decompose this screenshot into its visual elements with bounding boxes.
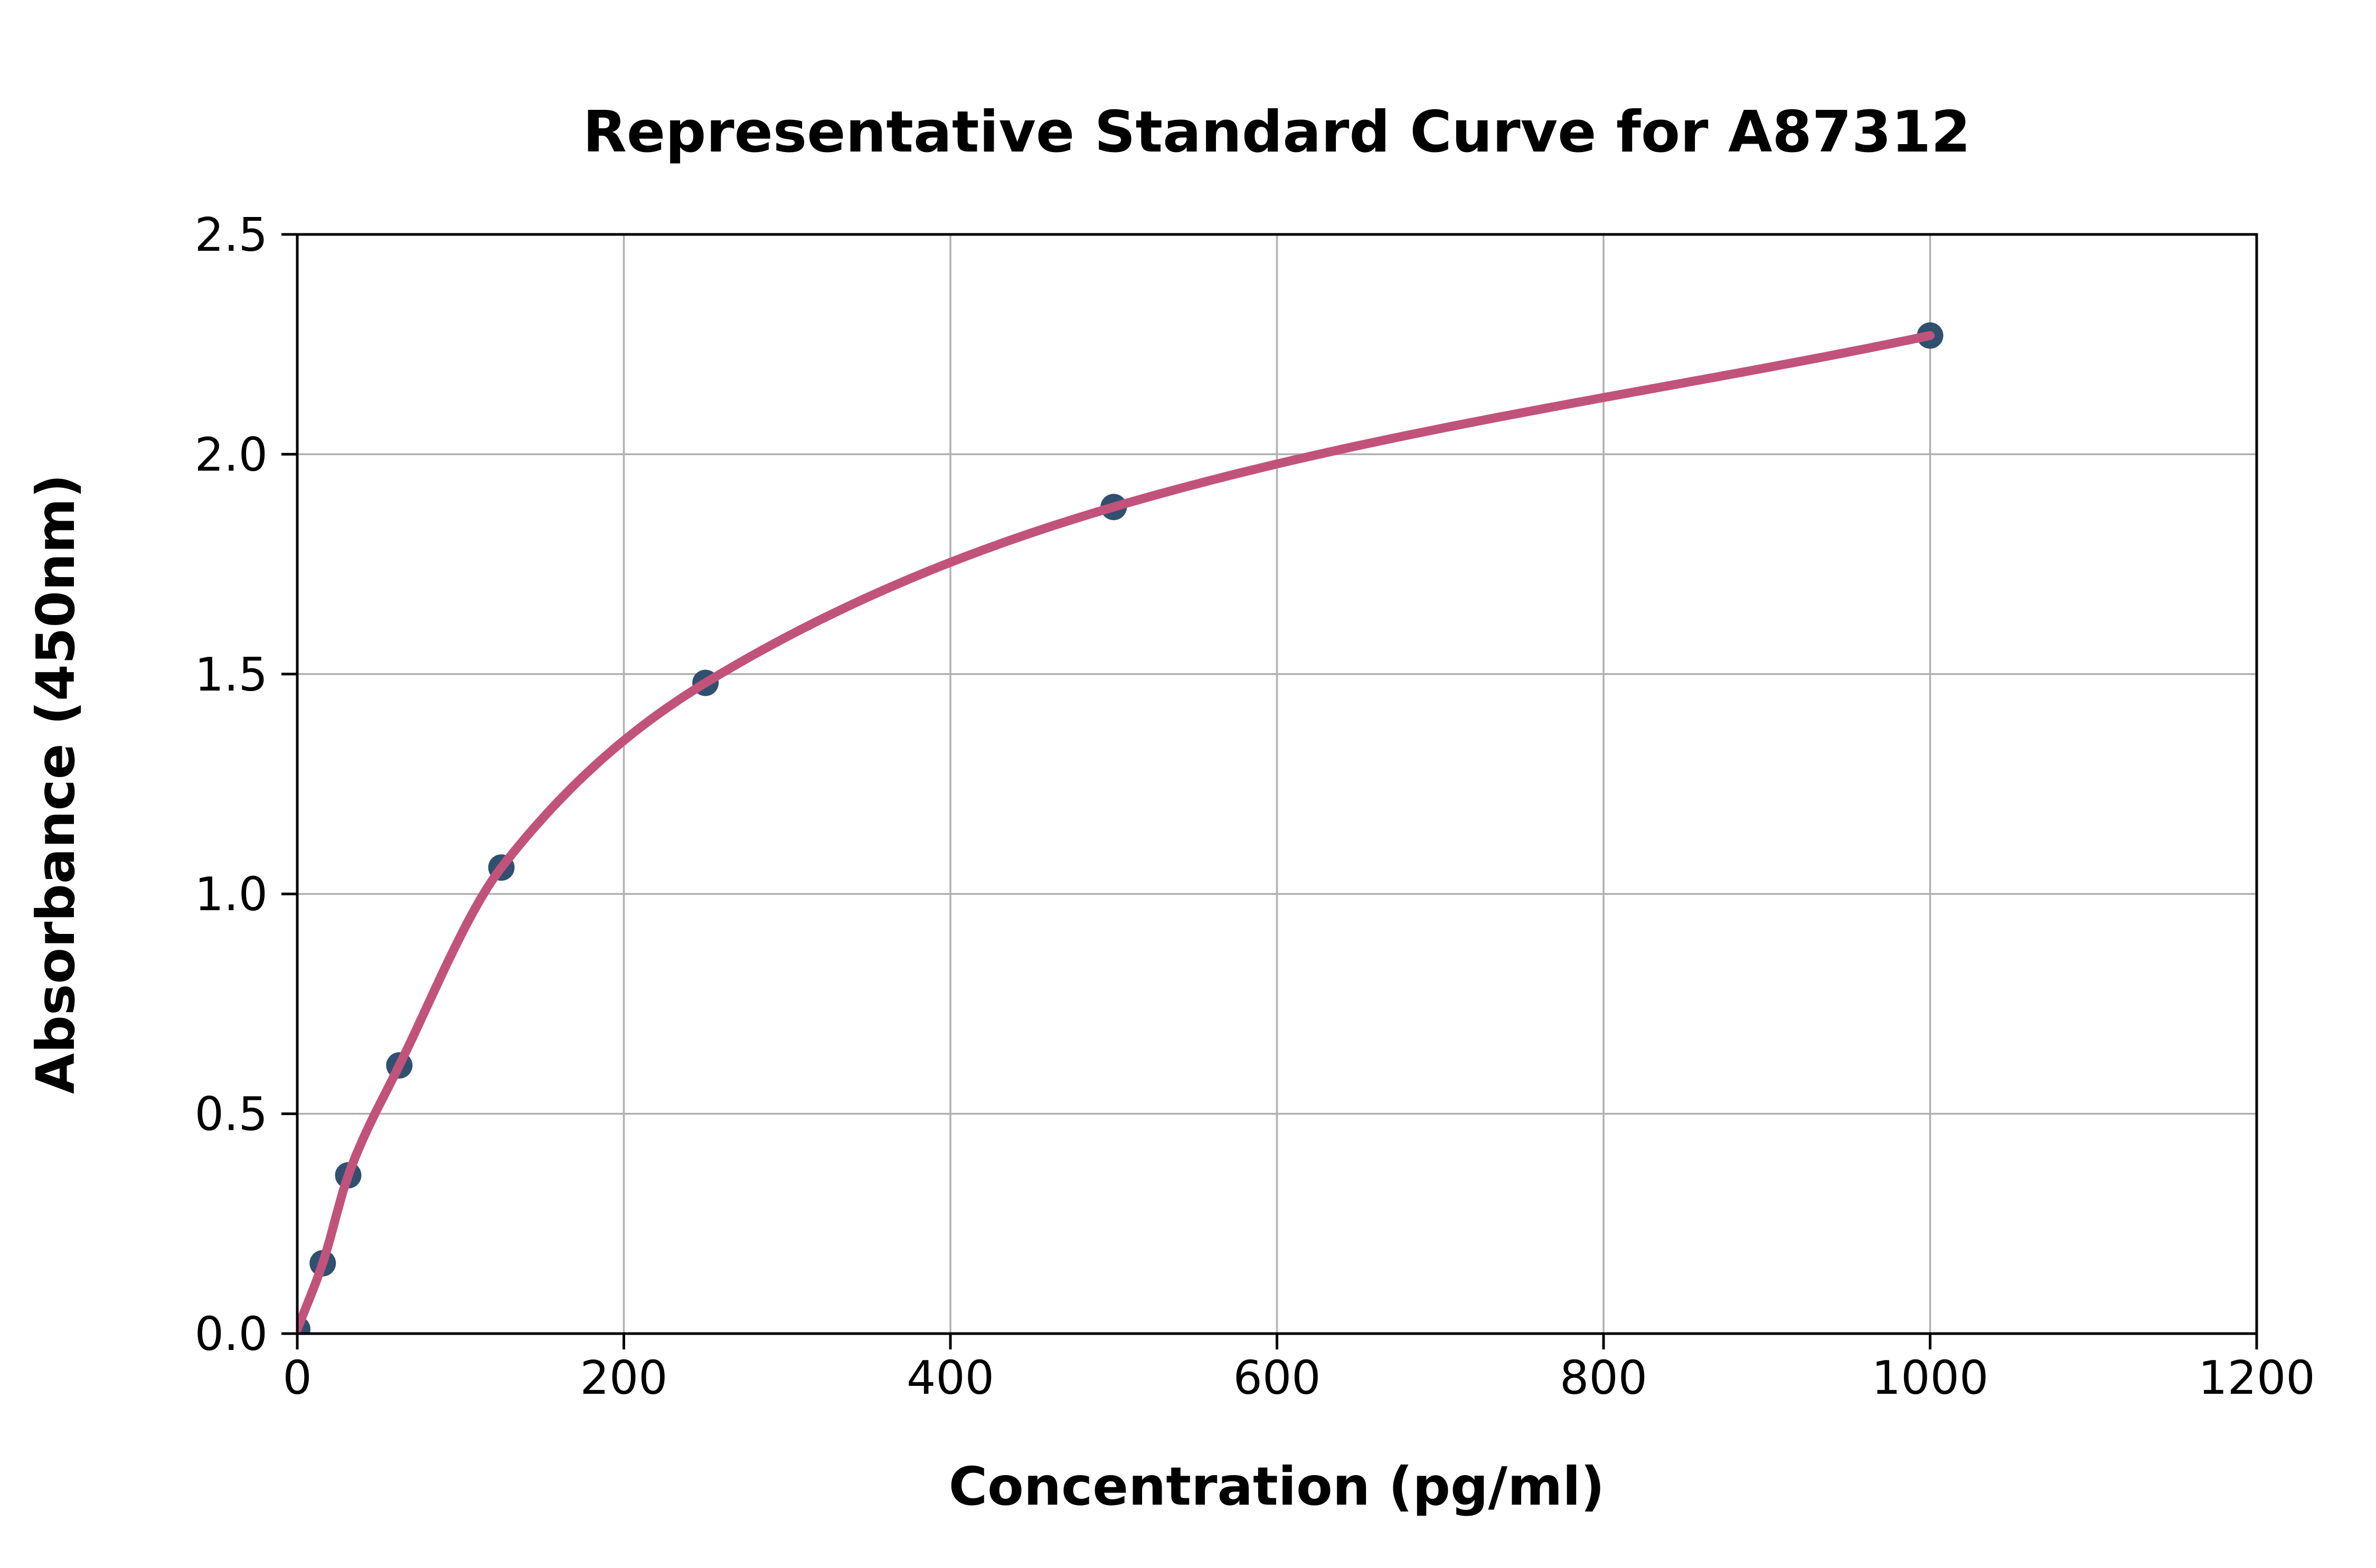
x-tick-label: 1000 [1872,1351,1988,1405]
gridlines [297,234,2257,1334]
x-tick-label: 400 [907,1351,994,1405]
y-tick-label: 1.5 [195,648,268,702]
x-tick-label: 600 [1233,1351,1321,1405]
y-axis-label: Absorbance (450nm) [25,474,87,1094]
y-tick-label: 1.0 [195,867,268,921]
y-tick-label: 0.5 [195,1088,268,1141]
x-tick-label: 800 [1560,1351,1647,1405]
chart-title: Representative Standard Curve for A87312 [583,99,1971,165]
y-tick-label: 2.0 [195,428,268,481]
x-tick-label: 1200 [2198,1351,2315,1405]
x-tick-label: 200 [580,1351,667,1405]
fit-curve [297,331,1935,1334]
y-axis-tick-labels: 0.0 0.5 1.0 1.5 2.0 2.5 [195,208,268,1361]
x-axis-label: Concentration (pg/ml) [949,1456,1605,1517]
x-tick-label: 0 [282,1351,312,1405]
x-axis-tick-labels: 0 200 400 600 800 1000 1200 [282,1351,2315,1405]
y-axis-ticks [281,233,297,1335]
y-tick-label: 0.0 [195,1307,268,1361]
plot-content [297,322,1944,1334]
y-tick-label: 2.5 [195,208,268,262]
x-axis-ticks [296,1334,2258,1349]
